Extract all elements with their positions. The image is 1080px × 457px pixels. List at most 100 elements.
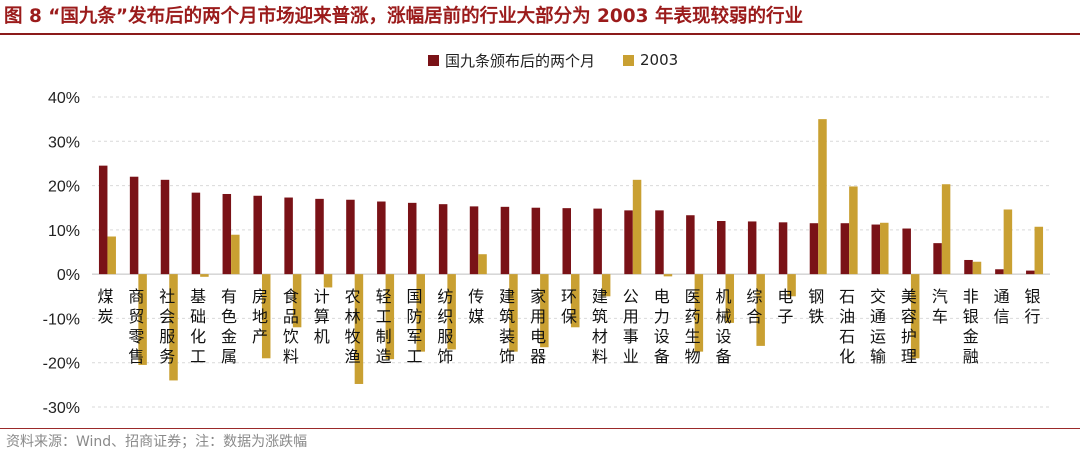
- bar-series2: [725, 274, 735, 323]
- x-tick-label-char: 家: [530, 287, 546, 306]
- x-tick-label-char: 用: [623, 307, 639, 326]
- bar-series1: [160, 179, 170, 275]
- x-tick-label-char: 理: [901, 347, 917, 366]
- x-tick-label-char: 设: [654, 327, 670, 346]
- source-note: 资料来源：Wind、招商证券；注：数据为涨跌幅: [6, 434, 308, 450]
- chart-area: -30% -20% -10% 0% 10% 20% 30% 40% 煤炭商贸零售社会服务基础化工…: [0, 36, 1080, 426]
- x-tick-label-char: 力: [654, 307, 670, 326]
- bar-series2: [601, 274, 611, 297]
- bar-series2: [941, 184, 951, 275]
- legend-label-series2: 2003: [640, 51, 679, 69]
- bar-series2: [972, 261, 982, 275]
- bar-series2: [231, 234, 240, 275]
- x-tick-label-char: 业: [623, 347, 639, 366]
- x-tick-label-char: 产: [252, 327, 268, 346]
- legend-swatch-series1: [428, 54, 439, 66]
- bar-series2: [818, 119, 827, 275]
- x-tick-label-char: 械: [716, 307, 732, 326]
- y-tick-label: -10%: [43, 311, 80, 328]
- x-tick-label-char: 国: [406, 287, 422, 306]
- bar-series1: [284, 197, 293, 275]
- x-tick-label-char: 筑: [499, 307, 515, 326]
- bar-series1: [902, 228, 911, 275]
- y-tick-label: 20%: [48, 179, 80, 196]
- x-tick-label-char: 化: [839, 347, 855, 366]
- x-tick-label-char: 公: [623, 287, 639, 306]
- x-tick-label-char: 贸: [128, 307, 144, 326]
- bar-series2: [200, 274, 209, 277]
- x-tick-label-char: 材: [592, 327, 608, 346]
- x-tick-label-char: 属: [221, 347, 237, 366]
- x-tick-label-char: 料: [592, 347, 608, 366]
- bar-series2: [694, 274, 704, 352]
- x-tick-label-char: 防: [406, 307, 422, 326]
- x-tick-label-char: 汽: [932, 287, 948, 306]
- x-tick-label-char: 综: [746, 287, 762, 306]
- bar-series2: [756, 274, 765, 346]
- x-tick-label-char: 输: [870, 347, 886, 366]
- x-tick-label-char: 备: [716, 347, 732, 366]
- bar-series2: [509, 274, 518, 352]
- bar-series1: [809, 223, 819, 275]
- x-tick-label-char: 基: [190, 287, 206, 306]
- x-tick-label-char: 炭: [97, 307, 113, 326]
- x-tick-label-char: 制: [376, 327, 392, 346]
- x-tick-label-char: 媒: [468, 307, 484, 326]
- bar-series2: [540, 274, 549, 348]
- x-tick-label-char: 电: [654, 287, 670, 306]
- x-tick-label-char: 药: [685, 307, 701, 326]
- x-tick-label-char: 林: [345, 307, 361, 326]
- x-tick-label-char: 钢: [808, 287, 824, 306]
- x-tick-label-char: 运: [870, 327, 886, 346]
- bar-series2: [107, 236, 116, 275]
- bar-series1: [933, 243, 942, 275]
- x-tick-label-char: 传: [468, 287, 484, 306]
- x-tick-label-char: 饰: [499, 347, 515, 366]
- x-tick-label-char: 石: [839, 287, 855, 306]
- x-tick-label-char: 电: [530, 327, 546, 346]
- x-tick-label-char: 事: [623, 327, 639, 346]
- x-tick-label-char: 装: [499, 327, 515, 346]
- x-tick-label-char: 造: [376, 347, 392, 366]
- bar-series1: [871, 224, 881, 275]
- bar-series1: [500, 206, 510, 275]
- x-tick-label-char: 服: [437, 327, 453, 346]
- x-tick-label-char: 通: [870, 307, 886, 326]
- bar-series1: [407, 202, 417, 275]
- legend-swatch-series2: [623, 54, 635, 66]
- y-tick-label: 40%: [48, 90, 80, 107]
- x-tick-label-char: 品: [283, 307, 299, 326]
- bar-series1: [438, 204, 448, 275]
- x-tick-label-char: 务: [159, 347, 175, 366]
- x-tick-label-char: 用: [530, 307, 546, 326]
- title-divider: [0, 33, 1080, 35]
- x-tick-label-char: 银: [1025, 287, 1041, 306]
- x-tick-label-char: 电: [777, 287, 793, 306]
- bar-series1: [222, 193, 232, 275]
- x-tick-label-char: 铁: [808, 307, 824, 326]
- bar-series1: [840, 223, 850, 275]
- bar-series1: [964, 259, 973, 275]
- x-tick-label-char: 合: [746, 307, 762, 326]
- x-tick-label-char: 饮: [283, 327, 299, 346]
- x-tick-label-char: 军: [406, 327, 422, 346]
- x-tick-label-char: 础: [190, 307, 206, 326]
- bar-series1: [315, 198, 324, 275]
- x-tick-label-char: 有: [221, 287, 237, 306]
- x-tick-label-char: 器: [530, 347, 546, 366]
- x-tick-label-char: 信: [994, 307, 1010, 326]
- x-tick-label-char: 物: [685, 347, 701, 366]
- x-tick-label-char: 筑: [592, 307, 608, 326]
- x-tick-label-char: 生: [685, 327, 701, 346]
- bar-series2: [261, 274, 271, 359]
- bar-series1: [686, 215, 695, 275]
- x-tick-label-char: 工: [190, 347, 206, 366]
- x-tick-label-char: 农: [345, 287, 361, 306]
- bar-series2: [478, 254, 487, 275]
- x-tick-label-char: 地: [252, 307, 268, 326]
- x-tick-label-char: 工: [376, 307, 392, 326]
- bar-series2: [354, 274, 364, 384]
- bar-series1: [191, 192, 201, 275]
- bar-series2: [169, 274, 178, 381]
- x-tick-label-char: 交: [870, 287, 886, 306]
